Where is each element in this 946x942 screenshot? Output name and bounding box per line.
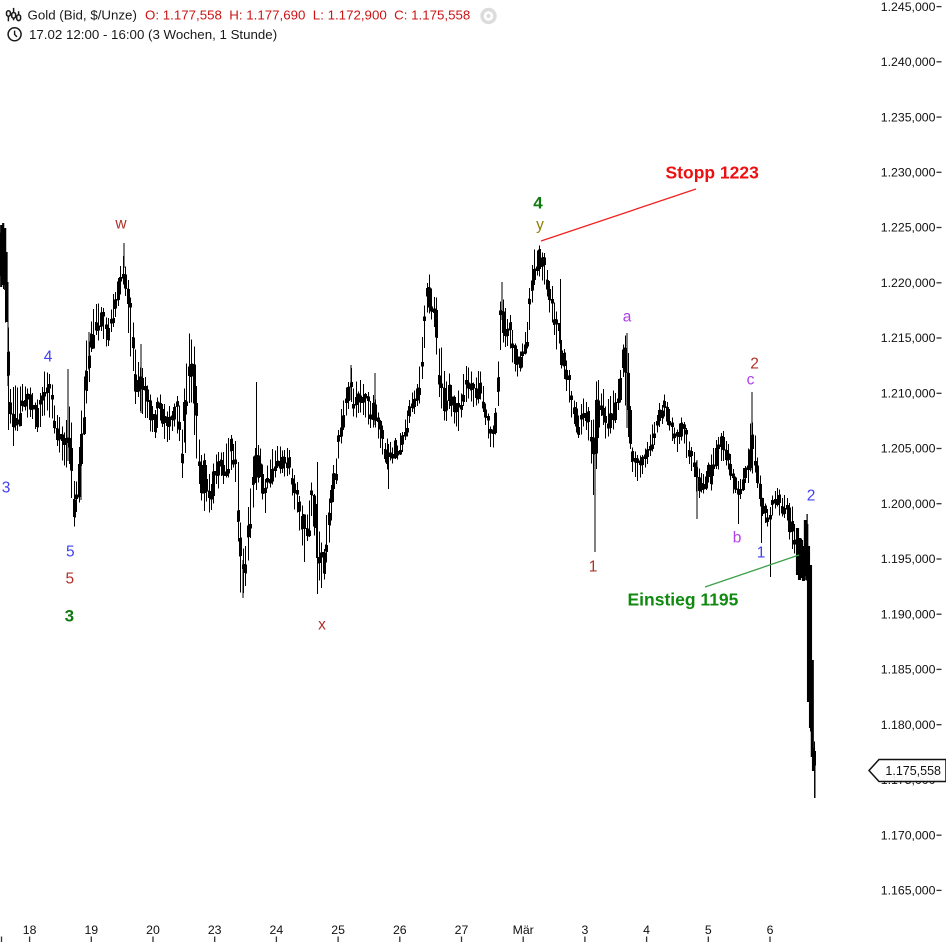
svg-text:1.210,000: 1.210,000 bbox=[881, 387, 936, 401]
svg-text:O: 1.177,558 H: 1.177,690 L:: O: 1.177,558 H: 1.177,690 L: 1.172,900 C… bbox=[145, 7, 470, 22]
svg-text:2: 2 bbox=[750, 356, 759, 373]
svg-text:Gold (Bid, $/Unze): Gold (Bid, $/Unze) bbox=[28, 7, 137, 22]
svg-text:x: x bbox=[318, 617, 326, 634]
svg-text:1.170,000: 1.170,000 bbox=[881, 828, 936, 842]
svg-text:6: 6 bbox=[767, 923, 774, 937]
svg-text:3: 3 bbox=[2, 480, 11, 497]
svg-text:4: 4 bbox=[44, 349, 53, 366]
svg-text:1.180,000: 1.180,000 bbox=[881, 718, 936, 732]
svg-text:26: 26 bbox=[393, 923, 407, 937]
svg-text:y: y bbox=[536, 217, 544, 234]
svg-text:1.205,000: 1.205,000 bbox=[881, 442, 936, 456]
svg-text:1.175,558: 1.175,558 bbox=[885, 764, 941, 778]
svg-text:24: 24 bbox=[270, 923, 284, 937]
svg-text:17.02 12:00 - 16:00 (3 Wochen,: 17.02 12:00 - 16:00 (3 Wochen, 1 Stunde) bbox=[29, 27, 277, 42]
svg-text:1: 1 bbox=[757, 545, 766, 562]
svg-text:1.225,000: 1.225,000 bbox=[881, 221, 936, 235]
svg-text:1.235,000: 1.235,000 bbox=[881, 110, 936, 124]
svg-text:1.165,000: 1.165,000 bbox=[881, 884, 936, 898]
svg-text:1.240,000: 1.240,000 bbox=[881, 55, 936, 69]
svg-text:23: 23 bbox=[208, 923, 222, 937]
svg-text:1.185,000: 1.185,000 bbox=[881, 663, 936, 677]
svg-text:5: 5 bbox=[66, 544, 75, 561]
svg-text:1.220,000: 1.220,000 bbox=[881, 276, 936, 290]
svg-text:1.215,000: 1.215,000 bbox=[881, 331, 936, 345]
svg-text:b: b bbox=[733, 530, 742, 547]
svg-text:w: w bbox=[114, 216, 127, 233]
svg-text:1.195,000: 1.195,000 bbox=[881, 552, 936, 566]
svg-text:Stopp 1223: Stopp 1223 bbox=[666, 163, 760, 183]
svg-text:1.245,000: 1.245,000 bbox=[881, 0, 936, 14]
svg-text:Einstieg 1195: Einstieg 1195 bbox=[628, 590, 739, 610]
svg-text:18: 18 bbox=[23, 923, 37, 937]
svg-text:20: 20 bbox=[146, 923, 160, 937]
svg-text:a: a bbox=[623, 309, 632, 326]
svg-text:3: 3 bbox=[65, 607, 74, 626]
svg-text:1.200,000: 1.200,000 bbox=[881, 497, 936, 511]
svg-text:4: 4 bbox=[533, 194, 543, 213]
svg-text:Mär: Mär bbox=[513, 923, 534, 937]
svg-text:2: 2 bbox=[807, 488, 816, 505]
svg-text:c: c bbox=[747, 372, 755, 389]
svg-text:3: 3 bbox=[581, 923, 588, 937]
svg-text:27: 27 bbox=[455, 923, 469, 937]
svg-text:1.190,000: 1.190,000 bbox=[881, 607, 936, 621]
svg-text:19: 19 bbox=[84, 923, 98, 937]
svg-text:5: 5 bbox=[65, 571, 74, 588]
svg-text:25: 25 bbox=[331, 923, 345, 937]
svg-text:5: 5 bbox=[705, 923, 712, 937]
svg-text:4: 4 bbox=[643, 923, 650, 937]
svg-text:1.230,000: 1.230,000 bbox=[881, 166, 936, 180]
svg-text:1: 1 bbox=[589, 559, 598, 576]
